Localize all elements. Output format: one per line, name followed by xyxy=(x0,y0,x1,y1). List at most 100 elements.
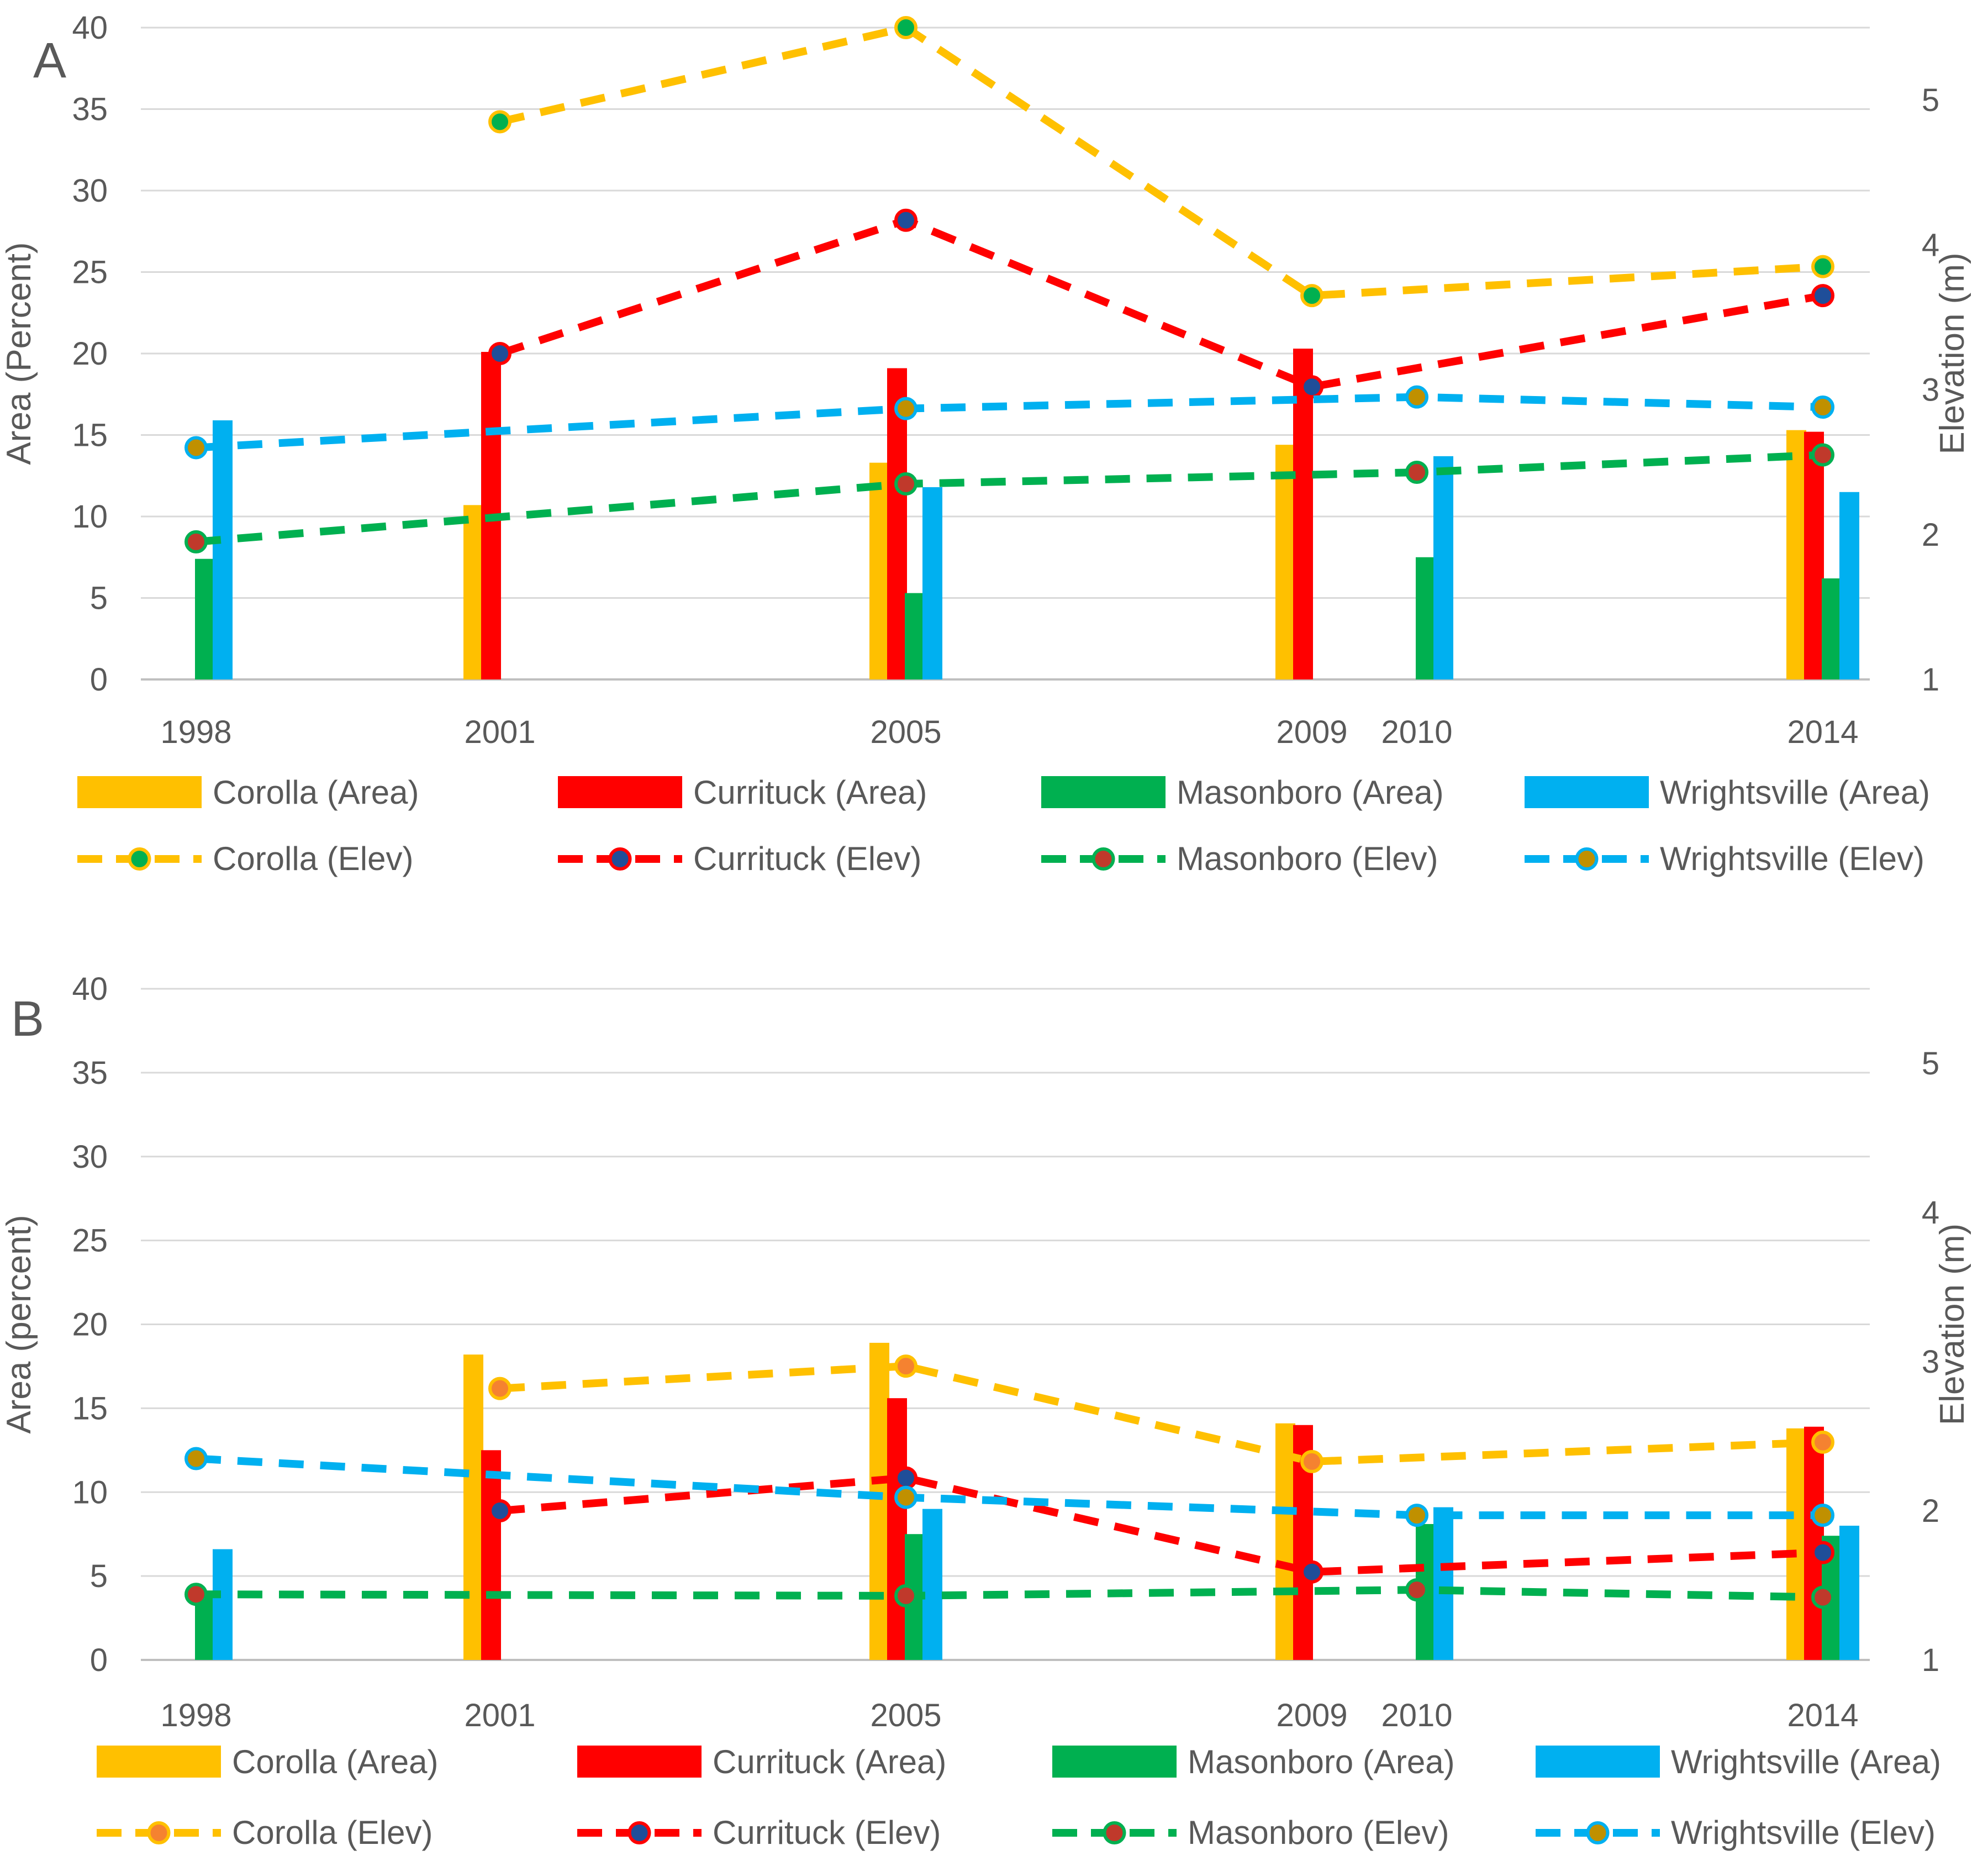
marker-corolla-elev xyxy=(1811,1430,1834,1454)
bar-currituck xyxy=(1804,431,1824,679)
legend-item-currituck-elev: Currituck (Elev) xyxy=(577,1814,941,1851)
y-tick-label: 25 xyxy=(72,255,108,291)
bar-corolla xyxy=(1275,1423,1295,1660)
y-tick-label: 40 xyxy=(72,971,108,1007)
marker-corolla-elev xyxy=(894,1354,917,1378)
bar-masonboro xyxy=(195,1596,215,1660)
marker-corolla-elev xyxy=(894,16,917,39)
marker-corolla-elev xyxy=(488,1377,511,1400)
legend-swatch xyxy=(77,776,202,808)
chart-panel-a: 0 5 10 15 20 25 30 35 40 1 2 3 4 5 1998 2001 2005 2009 201… xyxy=(0,10,1971,877)
legend-item-wrightsville-area: Wrightsville (Area) xyxy=(1525,774,1930,811)
y2-tick-label: 2 xyxy=(1922,517,1939,553)
legend-label: Wrightsville (Area) xyxy=(1671,1743,1941,1780)
marker-wrightsville-elev xyxy=(894,1485,917,1509)
y-tick-label: 0 xyxy=(90,1642,108,1678)
y2-tick-label: 3 xyxy=(1922,372,1939,408)
bar-masonboro xyxy=(1822,578,1842,679)
legend-label: Masonboro (Elev) xyxy=(1177,840,1438,877)
bar-currituck xyxy=(887,1398,907,1660)
marker-masonboro-elev xyxy=(894,472,917,495)
bar-wrightsville xyxy=(1433,456,1453,679)
marker-currituck-elev xyxy=(488,1499,511,1522)
bar-corolla xyxy=(1786,430,1806,679)
bar-wrightsville xyxy=(213,1549,233,1660)
legend-item-wrightsville-elev: Wrightsville (Elev) xyxy=(1536,1814,1936,1851)
legend-swatch xyxy=(1536,1746,1660,1778)
y2-tick-label: 2 xyxy=(1922,1493,1939,1529)
x-tick-label: 2005 xyxy=(870,1697,941,1733)
legend-item-corolla-area: Corolla (Area) xyxy=(97,1743,438,1780)
y-tick-label: 25 xyxy=(72,1223,108,1259)
x-tick-label: 2001 xyxy=(464,1697,535,1733)
marker-masonboro-elev xyxy=(184,1583,208,1606)
legend-marker xyxy=(1091,847,1115,871)
y-tick-label: 5 xyxy=(90,1558,108,1594)
legend-swatch xyxy=(1041,776,1166,808)
bar-currituck xyxy=(887,368,907,679)
y-tick-label: 40 xyxy=(72,10,108,46)
x-tick-label: 2005 xyxy=(870,714,941,750)
bar-corolla xyxy=(1786,1428,1806,1660)
marker-masonboro-elev xyxy=(1811,1585,1834,1609)
x-tick-label: 1998 xyxy=(160,1697,231,1733)
legend-swatch xyxy=(1052,1746,1177,1778)
legend-marker xyxy=(1586,1821,1610,1844)
y2-tick-label: 1 xyxy=(1922,662,1939,698)
marker-currituck-elev xyxy=(1300,1560,1323,1584)
x-tick-label: 2014 xyxy=(1787,1697,1858,1733)
bar-currituck xyxy=(481,1450,501,1660)
legend-label: Corolla (Elev) xyxy=(232,1814,433,1851)
legend-label: Masonboro (Area) xyxy=(1188,1743,1455,1780)
y-tick-label: 35 xyxy=(72,1055,108,1091)
marker-masonboro-elev xyxy=(1405,461,1428,484)
y-tick-label: 30 xyxy=(72,173,108,209)
legend-marker xyxy=(608,847,632,871)
legend-item-wrightsville-elev: Wrightsville (Elev) xyxy=(1525,840,1924,877)
legend-marker xyxy=(1103,1821,1126,1844)
legend-label: Currituck (Elev) xyxy=(713,1814,941,1851)
bar-wrightsville xyxy=(1433,1507,1453,1660)
line-masonboro-elev xyxy=(196,451,1823,546)
bar-masonboro xyxy=(905,593,925,679)
legend-item-currituck-area: Currituck (Area) xyxy=(558,774,927,811)
marker-corolla-elev xyxy=(1300,284,1323,308)
y2-axis-title: Elevation (m) xyxy=(1933,252,1971,454)
y-tick-label: 10 xyxy=(72,1474,108,1510)
legend-label: Wrightsville (Elev) xyxy=(1671,1814,1936,1851)
marker-wrightsville-elev xyxy=(1811,1504,1834,1527)
legend-label: Currituck (Elev) xyxy=(693,840,921,877)
bar-masonboro xyxy=(1416,557,1436,679)
y2-tick-label: 5 xyxy=(1922,82,1939,118)
x-tick-label: 2009 xyxy=(1276,1697,1347,1733)
legend-marker xyxy=(1575,847,1599,871)
y2-tick-label: 1 xyxy=(1922,1642,1939,1678)
marker-corolla-elev xyxy=(488,110,511,134)
x-tick-label: 1998 xyxy=(160,714,231,750)
y-tick-label: 35 xyxy=(72,92,108,128)
line-wrightsville-elev xyxy=(196,1454,1823,1520)
y2-tick-label: 4 xyxy=(1922,1195,1939,1231)
line-corolla-elev xyxy=(499,1362,1823,1465)
bar-wrightsville xyxy=(213,420,233,679)
line-currituck-elev xyxy=(499,1474,1823,1576)
legend-item-corolla-elev: Corolla (Elev) xyxy=(77,840,413,877)
bar-masonboro xyxy=(195,558,215,679)
y-tick-label: 0 xyxy=(90,662,108,698)
y2-tick-label: 3 xyxy=(1922,1344,1939,1380)
y2-tick-label: 5 xyxy=(1922,1046,1939,1082)
legend-label: Corolla (Area) xyxy=(232,1743,438,1780)
marker-wrightsville-elev xyxy=(894,397,917,420)
marker-wrightsville-elev xyxy=(1405,1504,1428,1527)
legend-label: Wrightsville (Elev) xyxy=(1660,840,1924,877)
x-tick-label: 2001 xyxy=(464,714,535,750)
marker-currituck-elev xyxy=(894,1466,917,1490)
y-axis-title: Area (percent) xyxy=(0,1215,38,1433)
x-tick-label: 2009 xyxy=(1276,714,1347,750)
y-axis-title: Area (Percent) xyxy=(0,242,38,465)
x-tick-label: 2014 xyxy=(1787,714,1858,750)
legend-marker xyxy=(627,1821,651,1844)
bar-currituck xyxy=(1293,349,1313,679)
marker-wrightsville-elev xyxy=(1405,385,1428,409)
legend-item-corolla-area: Corolla (Area) xyxy=(77,774,419,811)
